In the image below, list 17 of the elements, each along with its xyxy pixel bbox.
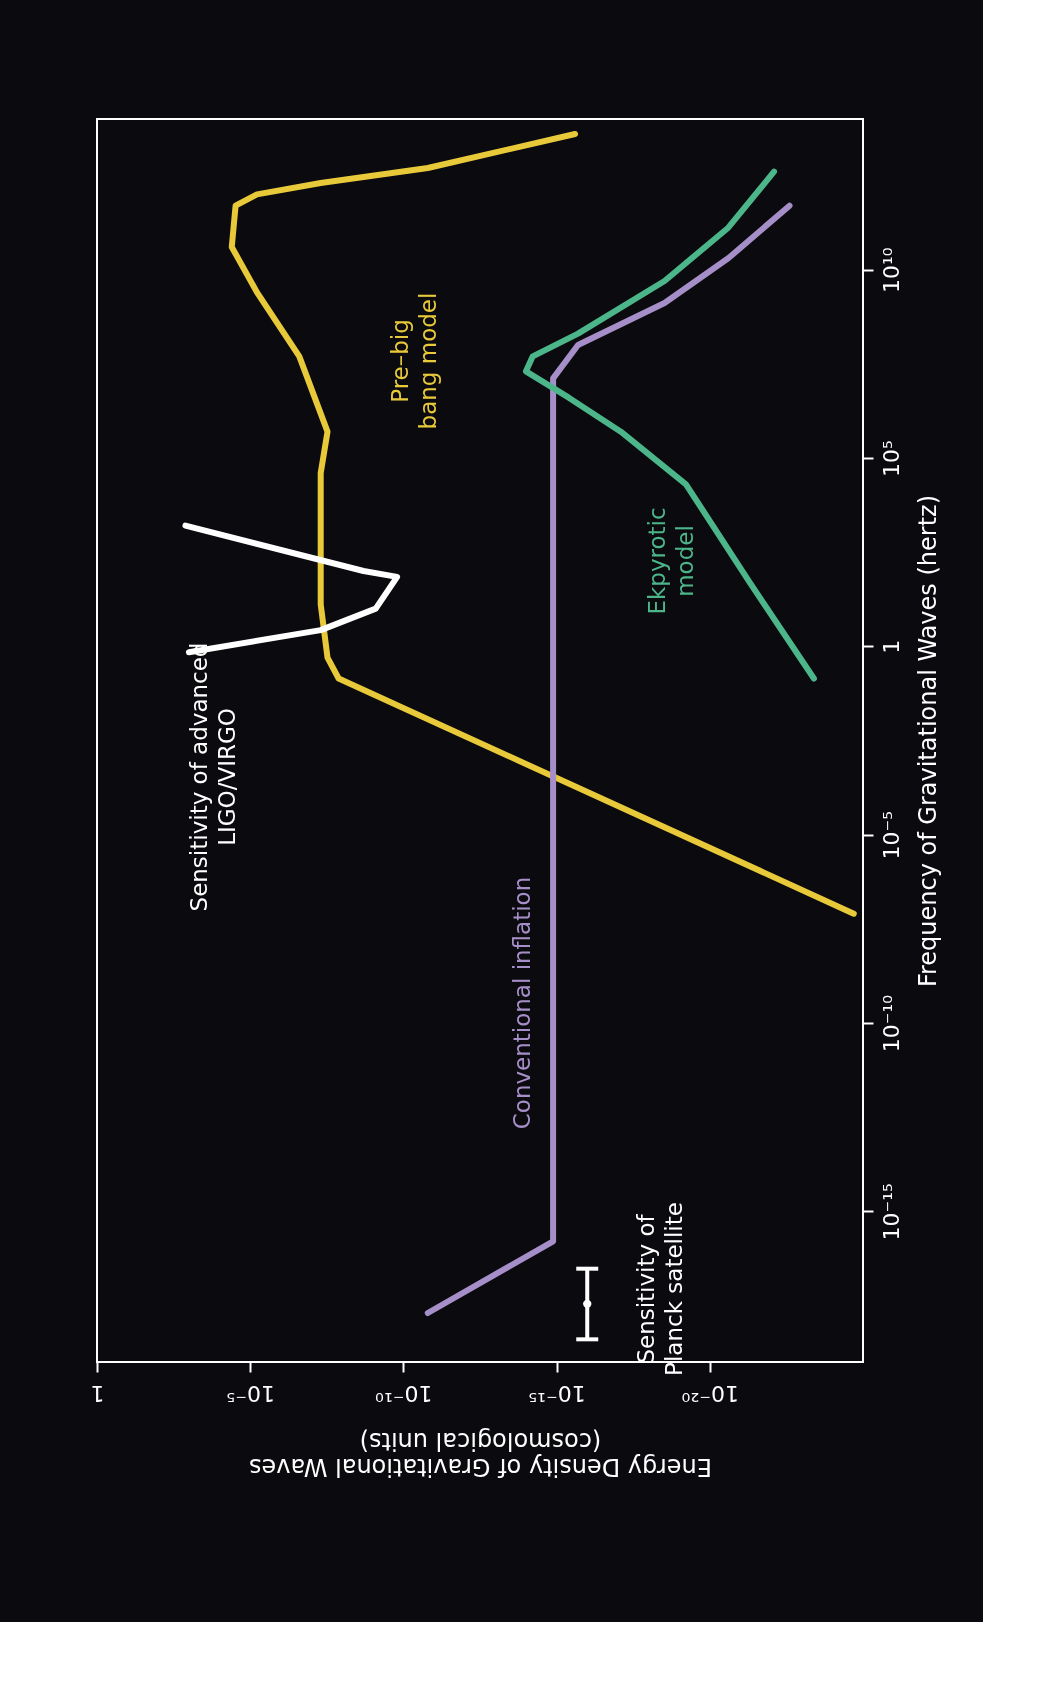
y-tick-label: 10⁻¹⁰ [878, 994, 904, 1053]
annotation: Sensitivity of Planck satellite [633, 1202, 687, 1376]
y-tick-label: 10⁻¹⁵ [878, 1183, 904, 1241]
annotation: Pre–big bang model [387, 292, 441, 430]
annotation: Conventional inflation [509, 876, 535, 1130]
x-axis-title: Energy Density of Gravitational Waves (cosmological units) [249, 1426, 712, 1481]
annotation: Ekpyrotic model [644, 507, 698, 615]
x-tick-label: 10⁻¹⁵ [528, 1380, 586, 1406]
y-tick-label: 10⁵ [878, 440, 904, 477]
y-tick-label: 1 [878, 639, 904, 654]
y-axis-title: Frequency of Gravitational Waves (hertz) [913, 494, 942, 988]
x-tick-label: 10⁻¹⁰ [375, 1380, 433, 1406]
x-tick-label: 10⁻²⁰ [681, 1380, 739, 1406]
x-tick-label: 1 [90, 1380, 105, 1406]
y-tick-label: 10⁻⁵ [878, 810, 904, 860]
y-tick-label: 10¹⁰ [878, 247, 904, 293]
x-tick-label: 10⁻⁵ [226, 1380, 275, 1406]
